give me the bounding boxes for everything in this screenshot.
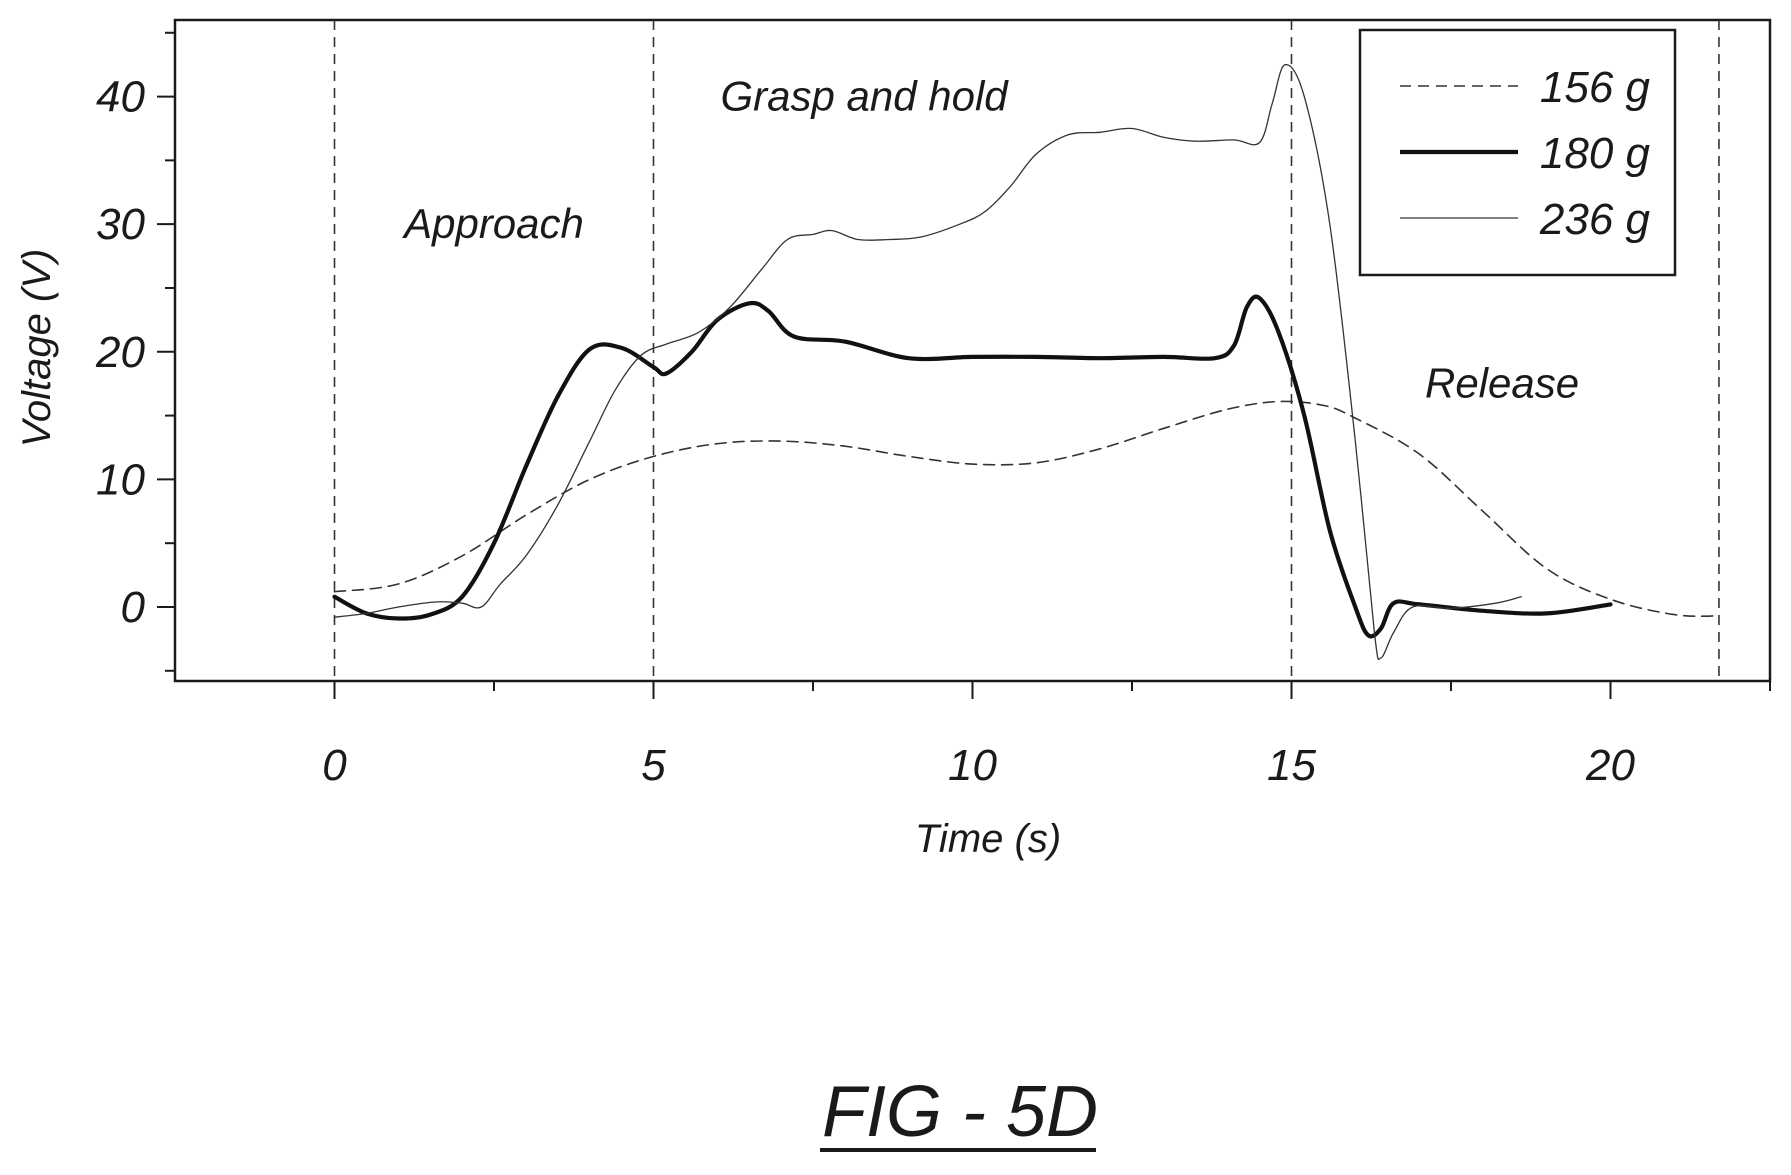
phase-label: Approach	[401, 200, 584, 247]
phase-label: Release	[1425, 360, 1579, 407]
legend-label-156-g: 156 g	[1540, 63, 1651, 112]
legend: 156 g 180 g 236 g	[1358, 28, 1677, 277]
y-tick-label: 10	[96, 455, 145, 504]
x-tick-label: 15	[1267, 741, 1316, 790]
x-tick-label: 5	[641, 741, 666, 790]
x-tick-label: 0	[322, 741, 347, 790]
legend-label-180-g: 180 g	[1540, 129, 1651, 178]
y-tick-label: 40	[96, 73, 145, 122]
y-tick-label: 0	[121, 583, 146, 632]
x-tick-label: 20	[1585, 741, 1635, 790]
legend-label-236-g: 236 g	[1539, 195, 1651, 244]
x-axis-title: Time (s)	[915, 817, 1061, 861]
plot-area: 0 5 10 15 20 0 10 20 30 40 Approach Grasp and hold R…	[95, 18, 1772, 790]
y-tick-label: 20	[95, 328, 145, 377]
y-tick-label: 30	[96, 200, 145, 249]
figure-label: FIG - 5D	[822, 1072, 1098, 1152]
series-line-180-g	[332, 294, 1613, 639]
x-tick-label: 10	[948, 741, 997, 790]
series-line-236-g	[333, 64, 1522, 661]
y-axis-title: Voltage (V)	[15, 249, 59, 448]
phase-label: Grasp and hold	[720, 73, 1009, 120]
series-line-156-g	[333, 400, 1720, 618]
